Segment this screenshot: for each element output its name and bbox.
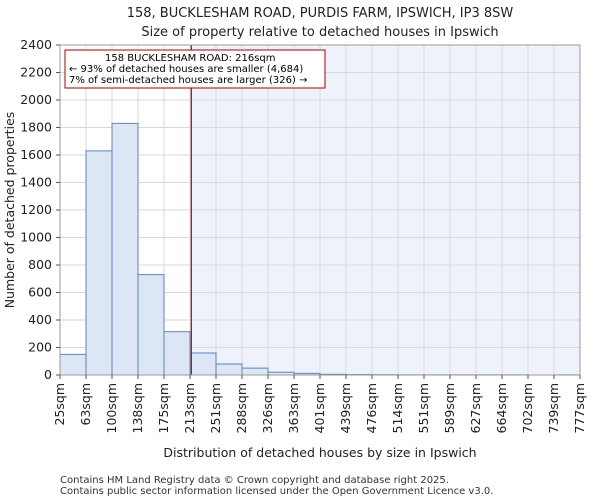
footer-line1: Contains HM Land Registry data © Crown c… xyxy=(60,475,449,486)
y-tick-label: 600 xyxy=(28,285,52,300)
footer-line2: Contains public sector information licen… xyxy=(60,486,493,497)
annotation-line1: 158 BUCKLESHAM ROAD: 216sqm xyxy=(105,53,276,64)
y-tick-label: 1000 xyxy=(20,230,52,245)
plot-area: 158 BUCKLESHAM ROAD: 216sqm ← 93% of det… xyxy=(59,44,581,376)
bars xyxy=(59,122,581,376)
x-tick-label-551sqm: 551sqm xyxy=(416,383,431,433)
annotation-frame xyxy=(64,49,326,89)
bar-175sqm xyxy=(163,331,191,376)
y-axis-ticks: 0 200 400 600 800 1000 1200 1400 1600 1800 2000 220… xyxy=(20,37,60,382)
bar-213sqm xyxy=(189,352,217,376)
y-tick-label: 2000 xyxy=(20,92,52,107)
y-tick-label: 400 xyxy=(28,312,52,327)
x-tick-label-63sqm: 63sqm xyxy=(78,383,93,426)
x-tick-label-702sqm: 702sqm xyxy=(520,383,535,433)
x-tick-label-138sqm: 138sqm xyxy=(130,383,145,433)
x-tick-label-589sqm: 589sqm xyxy=(442,383,457,433)
y-tick-label: 2400 xyxy=(20,37,52,52)
x-axis-label: Distribution of detached houses by size … xyxy=(163,445,476,460)
y-tick-label: 800 xyxy=(28,257,52,272)
x-tick-label-777sqm: 777sqm xyxy=(572,383,587,433)
x-tick-label-175sqm: 175sqm xyxy=(156,383,171,433)
x-tick-label-439sqm: 439sqm xyxy=(338,383,353,433)
x-tick-label-363sqm: 363sqm xyxy=(286,383,301,433)
x-tick-label-514sqm: 514sqm xyxy=(390,383,405,433)
x-tick-label-627sqm: 627sqm xyxy=(468,383,483,433)
chart-title-line1: 158, BUCKLESHAM ROAD, PURDIS FARM, IPSWI… xyxy=(127,6,514,21)
y-tick-label: 1200 xyxy=(20,202,52,217)
x-tick-label-25sqm: 25sqm xyxy=(52,383,67,426)
bar-251sqm xyxy=(215,363,243,376)
y-tick-label: 0 xyxy=(44,367,52,382)
annotation-line3: 7% of semi-detached houses are larger (3… xyxy=(69,75,307,86)
y-tick-label: 2200 xyxy=(20,65,52,80)
x-tick-label-213sqm: 213sqm xyxy=(182,383,197,433)
bar-25sqm xyxy=(59,353,87,376)
x-tick-label-664sqm: 664sqm xyxy=(494,383,509,433)
chart-title-line2: Size of property relative to detached ho… xyxy=(141,25,498,40)
x-tick-label-288sqm: 288sqm xyxy=(234,383,249,433)
y-tick-label: 1600 xyxy=(20,147,52,162)
bar-100sqm xyxy=(111,122,139,376)
y-tick-label: 1800 xyxy=(20,120,52,135)
bar-288sqm xyxy=(241,367,269,376)
bar-138sqm xyxy=(137,274,165,376)
x-tick-label-251sqm: 251sqm xyxy=(208,383,223,433)
y-tick-label: 200 xyxy=(28,340,52,355)
annotation-line2: ← 93% of detached houses are smaller (4,… xyxy=(69,64,303,75)
x-axis-ticks: 25sqm 63sqm 100sqm 138sqm 175sqm 213sqm 251sqm… xyxy=(52,375,587,433)
bar-63sqm xyxy=(85,150,113,376)
annotation-box: 158 BUCKLESHAM ROAD: 216sqm ← 93% of det… xyxy=(64,49,326,89)
x-tick-label-326sqm: 326sqm xyxy=(260,383,275,433)
x-tick-label-476sqm: 476sqm xyxy=(364,383,379,433)
x-tick-label-401sqm: 401sqm xyxy=(312,383,327,433)
y-tick-label: 1400 xyxy=(20,175,52,190)
y-axis-label: Number of detached properties xyxy=(2,112,17,309)
x-tick-label-100sqm: 100sqm xyxy=(104,383,119,433)
x-tick-label-739sqm: 739sqm xyxy=(546,383,561,433)
